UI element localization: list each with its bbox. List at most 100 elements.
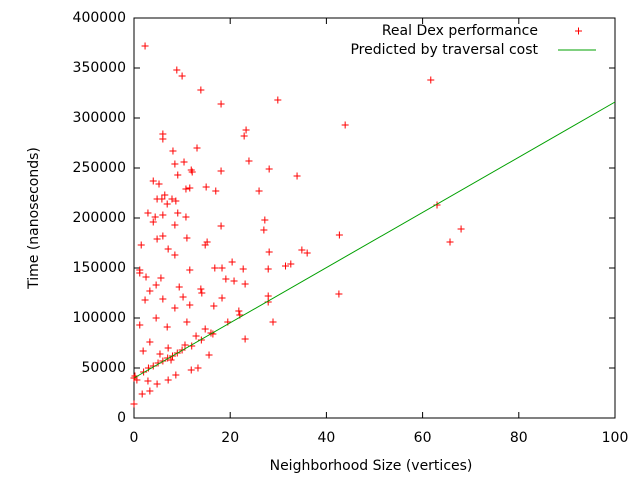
data-point (163, 200, 171, 208)
y-tick-label: 350000 (73, 60, 126, 76)
data-point (293, 172, 301, 180)
data-point (218, 294, 226, 302)
data-point (240, 132, 248, 140)
data-point (274, 96, 282, 104)
x-tick-label: 60 (414, 430, 432, 446)
data-point (138, 390, 146, 398)
data-point (149, 177, 157, 185)
data-point (163, 323, 171, 331)
y-tick-label: 300000 (73, 110, 126, 126)
data-point (298, 246, 306, 254)
x-tick-label: 0 (130, 430, 139, 446)
data-point (303, 249, 311, 257)
data-point (260, 226, 268, 234)
data-point (172, 197, 180, 205)
data-point (335, 231, 343, 239)
data-point (159, 232, 167, 240)
y-tick-label: 100000 (73, 310, 126, 326)
data-point (241, 280, 249, 288)
data-point (153, 235, 161, 243)
data-point (261, 216, 269, 224)
legend-symbol (575, 27, 582, 35)
data-point (265, 165, 273, 173)
data-point (159, 135, 167, 143)
data-point (245, 157, 253, 165)
data-point (341, 121, 349, 129)
data-point (164, 245, 172, 253)
data-point (136, 269, 144, 277)
data-point (153, 380, 161, 388)
data-point (164, 376, 172, 384)
x-tick-label: 80 (510, 430, 528, 446)
legend-label: Real Dex performance (382, 23, 538, 39)
data-point (175, 283, 183, 291)
data-point (265, 248, 273, 256)
y-tick-label: 0 (117, 410, 126, 426)
data-point (159, 211, 167, 219)
data-point (242, 126, 250, 134)
data-point (144, 209, 152, 217)
data-point (197, 285, 205, 293)
line-series (133, 101, 616, 379)
data-point (203, 238, 211, 246)
legend-label: Predicted by traversal cost (350, 42, 538, 58)
data-point (230, 277, 238, 285)
data-point (136, 321, 144, 329)
data-point (168, 195, 176, 203)
data-point (171, 304, 179, 312)
y-tick-label: 150000 (73, 260, 126, 276)
data-point (152, 281, 160, 289)
data-point (161, 191, 169, 199)
data-point (186, 301, 194, 309)
data-point (218, 264, 226, 272)
data-point (187, 366, 195, 374)
data-point (264, 265, 272, 273)
plot-frame (133, 17, 616, 419)
data-point (241, 335, 249, 343)
data-point (139, 347, 147, 355)
y-tick-label: 250000 (73, 160, 126, 176)
data-point (282, 262, 290, 270)
data-point (212, 187, 220, 195)
data-point (169, 147, 177, 155)
data-point (146, 287, 154, 295)
data-point (137, 241, 145, 249)
data-point (211, 264, 219, 272)
data-point (156, 350, 164, 358)
data-point (183, 318, 191, 326)
data-point (264, 292, 272, 300)
data-point (186, 184, 194, 192)
data-point (151, 213, 159, 221)
data-point (202, 183, 210, 191)
y-tick-label: 200000 (73, 210, 126, 226)
data-point (210, 302, 218, 310)
data-point (335, 290, 343, 298)
data-point (186, 266, 194, 274)
data-point (155, 180, 163, 188)
x-axis-label: Neighborhood Size (vertices) (270, 458, 473, 474)
data-point (198, 289, 206, 297)
data-point (217, 167, 225, 175)
data-point (149, 218, 157, 226)
data-point (201, 325, 209, 333)
data-point (146, 338, 154, 346)
data-point (157, 274, 165, 282)
data-point (197, 336, 205, 344)
data-point (141, 296, 149, 304)
data-point (217, 100, 225, 108)
data-point (457, 225, 465, 233)
data-point (205, 351, 213, 359)
data-point (235, 307, 243, 315)
data-point (142, 273, 150, 281)
data-point (180, 158, 188, 166)
data-point (183, 234, 191, 242)
data-point (287, 260, 295, 268)
data-point (174, 209, 182, 217)
data-point (182, 213, 190, 221)
data-point (144, 377, 152, 385)
data-point (182, 185, 190, 193)
data-point (174, 171, 182, 179)
data-point (194, 364, 202, 372)
data-point (141, 42, 149, 50)
